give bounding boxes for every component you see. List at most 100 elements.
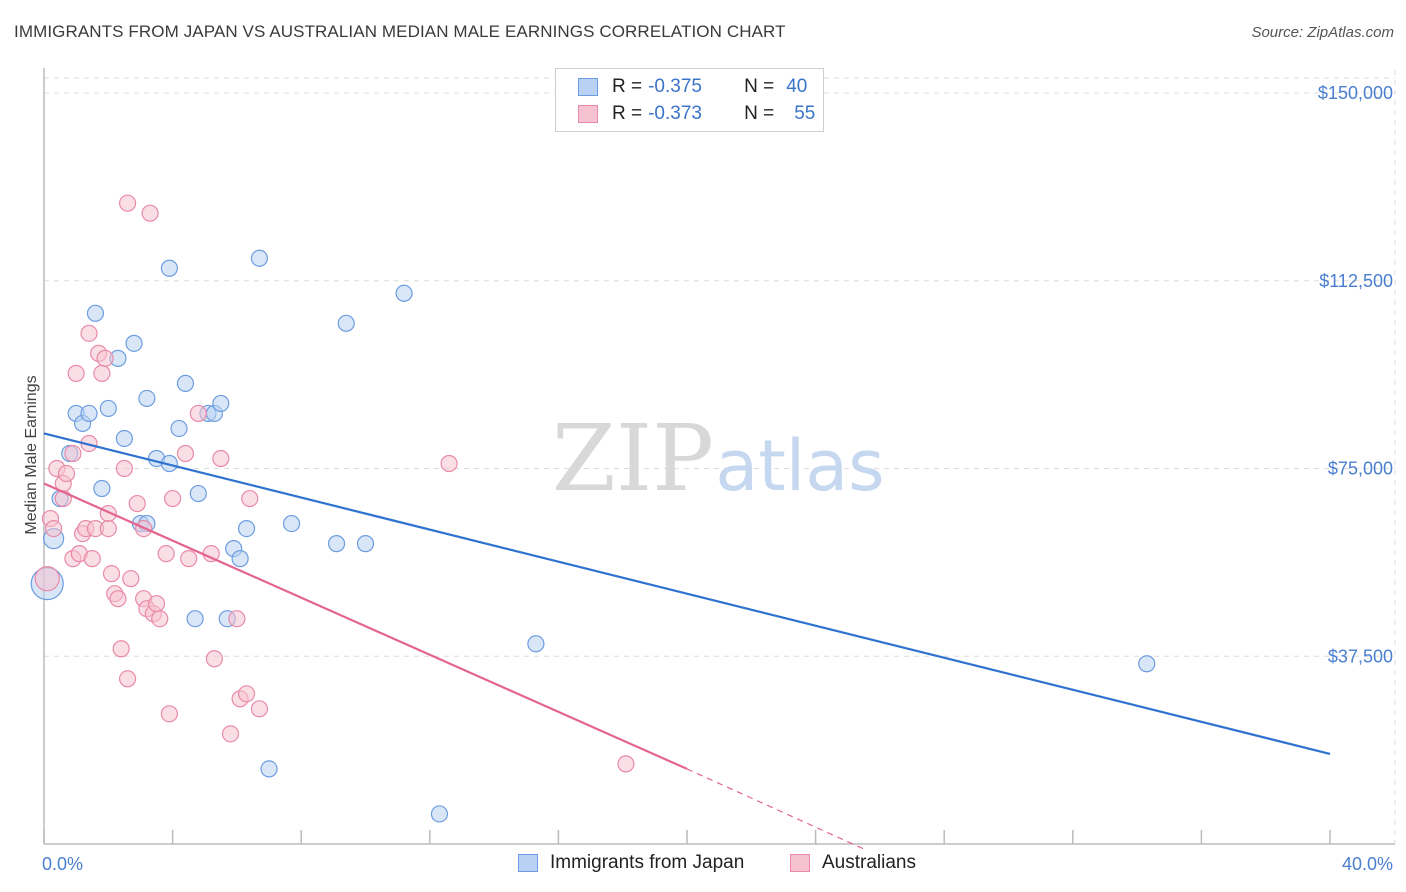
japan-point [125, 334, 143, 352]
japan-point [176, 374, 195, 392]
japan-point [212, 394, 230, 413]
australians-point [115, 459, 133, 478]
watermark-atlas: atlas [715, 425, 884, 507]
series-legend-australians[interactable]: Australians [790, 852, 916, 874]
chart-title: IMMIGRANTS FROM JAPAN VS AUSTRALIAN MEDI… [14, 22, 786, 41]
legend-r-label: R = [612, 76, 643, 97]
trend-lines [43, 432, 1331, 850]
australians-point [212, 449, 230, 468]
legend-swatch-japan [578, 78, 598, 96]
australians-point [250, 700, 269, 718]
japan-point [356, 535, 375, 553]
australians-point [34, 566, 60, 592]
japan-point [93, 479, 111, 498]
y-tick-label: $75,000 [1328, 459, 1393, 479]
australians-point [157, 545, 175, 563]
watermark: ZIP atlas [552, 405, 885, 512]
legend-r-value: -0.375 [648, 76, 702, 97]
x-tick-labels: 0.0% 40.0% [42, 854, 1393, 874]
australians-point [228, 610, 246, 628]
legend-n-label: N = [744, 103, 775, 124]
australians-point [45, 519, 63, 538]
japan-point [115, 429, 133, 448]
japan-point [170, 419, 188, 438]
australians-point [93, 364, 111, 382]
japan-point [99, 399, 117, 418]
japan-point [160, 259, 178, 277]
y-axis-label: Median Male Earnings [23, 375, 40, 534]
series-label-japan: Immigrants from Japan [550, 852, 745, 873]
australians-point [180, 550, 198, 568]
australians-point [164, 489, 182, 508]
australians-point [241, 489, 259, 508]
australians-point [99, 519, 117, 538]
australians-point [102, 565, 121, 583]
australians-point [118, 670, 137, 688]
australians-point [151, 610, 169, 628]
japan-point [395, 284, 413, 302]
japan-point [138, 389, 156, 408]
japan-point [1138, 655, 1156, 673]
japan-point [80, 404, 98, 423]
legend-n-value: 55 [794, 103, 816, 124]
series-legend: Immigrants from Japan Australians [0, 852, 1406, 878]
australians-point [221, 725, 240, 743]
legend-row-australians: R = -0.373 N = 55 [578, 101, 815, 127]
y-tick-label: $112,500 [1319, 271, 1393, 291]
australians-point [57, 464, 76, 483]
australians-point [440, 454, 458, 473]
legend-r-value: -0.373 [648, 103, 702, 124]
australians-point [176, 444, 195, 463]
legend-n-value: 40 [786, 76, 808, 97]
australians-point [67, 364, 85, 382]
series-legend-japan[interactable]: Immigrants from Japan [518, 852, 744, 874]
series-swatch-australians [790, 854, 810, 872]
series-japan-points [30, 249, 1156, 823]
japan-point [430, 805, 449, 823]
series-swatch-japan [518, 854, 538, 872]
legend-swatch-australians [578, 105, 598, 123]
japan-point [337, 314, 355, 332]
australians-point [237, 685, 256, 703]
legend-r-label: R = [612, 103, 643, 124]
japan-point [231, 550, 249, 568]
x-tick-label: 0.0% [42, 854, 83, 874]
japan-point [527, 635, 545, 653]
australians-point [64, 444, 82, 463]
legend-row-japan: R = -0.375 N = 40 [578, 74, 807, 100]
source-label: Source: ZipAtlas.com [1251, 24, 1394, 41]
australians-point [122, 570, 140, 588]
australians-point [205, 650, 223, 668]
australians-point [141, 204, 159, 222]
australians-trend-line [43, 482, 688, 770]
axes [43, 68, 1395, 845]
japan-point [86, 304, 105, 322]
stats-legend: R = -0.375 N = 40 R = -0.373 N = 55 [555, 68, 824, 132]
gridlines [44, 70, 1396, 844]
japan-point [260, 760, 278, 778]
japan-trend-line [43, 432, 1331, 755]
y-tick-label: $150,000 [1318, 83, 1393, 103]
australians-point [83, 550, 101, 568]
australians-point [96, 349, 114, 367]
australians-point [617, 755, 635, 773]
japan-point [186, 610, 204, 628]
japan-point [282, 514, 301, 533]
australians-point [160, 705, 178, 723]
y-tick-label: $37,500 [1328, 646, 1393, 666]
australians-trend-extension [686, 768, 865, 850]
australians-point [80, 324, 98, 342]
australians-point [112, 640, 130, 658]
series-australians-points [34, 194, 635, 773]
legend-n-label: N = [744, 76, 775, 97]
x-tick-label: 40.0% [1342, 854, 1393, 874]
australians-point [109, 590, 127, 608]
japan-point [237, 519, 256, 538]
australians-point [118, 194, 137, 212]
australians-point [147, 595, 166, 613]
japan-point [327, 535, 346, 553]
japan-point [189, 484, 207, 503]
australians-point [189, 404, 207, 423]
y-tick-labels: $37,500 $75,000 $112,500 $150,000 [1318, 83, 1393, 666]
